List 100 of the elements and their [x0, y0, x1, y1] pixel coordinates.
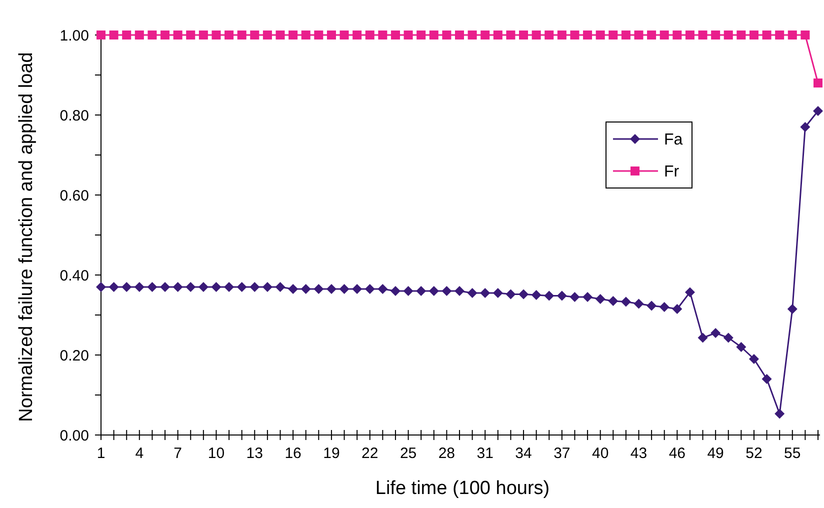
point — [378, 284, 388, 294]
x-tick-label: 49 — [707, 445, 724, 462]
point — [198, 30, 208, 40]
point — [352, 284, 362, 294]
x-tick-label: 19 — [323, 445, 340, 462]
x-tick-label: 34 — [515, 445, 532, 462]
point — [288, 284, 298, 294]
y-tick-label: 1.00 — [60, 27, 89, 44]
x-tick-label: 13 — [246, 445, 263, 462]
point — [134, 30, 144, 40]
x-tick-label: 52 — [746, 445, 762, 462]
point — [276, 30, 285, 40]
point — [621, 30, 630, 40]
point — [660, 30, 669, 40]
point — [646, 300, 657, 311]
x-tick-label: 40 — [592, 445, 609, 462]
point — [711, 30, 720, 40]
point — [160, 282, 170, 292]
point — [262, 30, 272, 40]
point — [109, 30, 118, 40]
point — [404, 30, 413, 40]
point — [416, 30, 426, 40]
point — [634, 298, 644, 309]
point — [788, 30, 797, 40]
y-axis-title: Normalized failure function and applied load — [16, 52, 37, 422]
point — [814, 78, 822, 88]
point — [122, 282, 132, 292]
x-tick-label: 43 — [630, 445, 648, 462]
point — [326, 284, 336, 294]
point — [211, 282, 222, 292]
point — [723, 332, 734, 343]
point — [800, 30, 810, 40]
point — [532, 30, 541, 40]
point — [454, 286, 464, 296]
x-tick-label: 7 — [174, 445, 182, 462]
point — [212, 30, 221, 40]
point — [147, 282, 158, 292]
point — [365, 30, 374, 40]
x-tick-label: 25 — [400, 445, 417, 462]
point — [506, 289, 516, 300]
point — [608, 296, 618, 306]
point — [813, 106, 823, 116]
point — [339, 284, 350, 294]
point — [134, 282, 144, 292]
x-tick-label: 1 — [96, 445, 106, 462]
point — [787, 304, 798, 314]
point — [442, 286, 452, 296]
point — [544, 290, 554, 301]
point — [390, 30, 400, 40]
point — [634, 30, 644, 40]
point — [468, 30, 477, 40]
point — [570, 292, 580, 302]
point — [774, 408, 785, 419]
point — [608, 30, 618, 40]
point — [684, 287, 695, 298]
point — [122, 30, 132, 40]
point — [186, 30, 196, 40]
y-tick-label: 0.60 — [60, 187, 89, 204]
point — [160, 30, 170, 40]
point — [748, 354, 759, 364]
point — [685, 30, 694, 40]
point — [531, 290, 542, 300]
point — [710, 328, 721, 338]
x-tick-label: 55 — [784, 445, 801, 462]
point — [736, 342, 746, 352]
x-tick-label: 22 — [362, 445, 378, 462]
point — [647, 30, 656, 40]
point — [364, 284, 375, 294]
point — [583, 30, 592, 40]
point — [198, 282, 208, 292]
point — [480, 30, 490, 40]
point — [224, 282, 234, 292]
point — [596, 30, 605, 40]
x-tick-label: 31 — [476, 445, 494, 462]
point — [326, 30, 336, 40]
point — [173, 30, 182, 40]
point — [390, 286, 400, 296]
point — [736, 30, 746, 40]
point — [800, 122, 810, 132]
legend-label: Fr — [664, 164, 680, 181]
x-tick-label: 37 — [554, 445, 570, 462]
point — [556, 290, 567, 301]
point — [672, 30, 682, 40]
legend-label: Fa — [664, 132, 683, 149]
point — [300, 284, 311, 294]
point — [698, 332, 708, 343]
x-tick-label: 46 — [668, 445, 686, 462]
x-tick-label: 16 — [284, 445, 302, 462]
point — [250, 282, 260, 292]
y-tick-label: 0.20 — [60, 347, 89, 364]
point — [301, 30, 310, 40]
point — [148, 30, 157, 40]
point — [314, 284, 324, 294]
point — [620, 296, 631, 307]
point — [428, 286, 439, 296]
point — [442, 30, 452, 40]
x-tick-label: 28 — [438, 445, 456, 462]
point — [493, 30, 502, 40]
point — [467, 288, 478, 298]
y-tick-label: 0.40 — [60, 267, 89, 284]
